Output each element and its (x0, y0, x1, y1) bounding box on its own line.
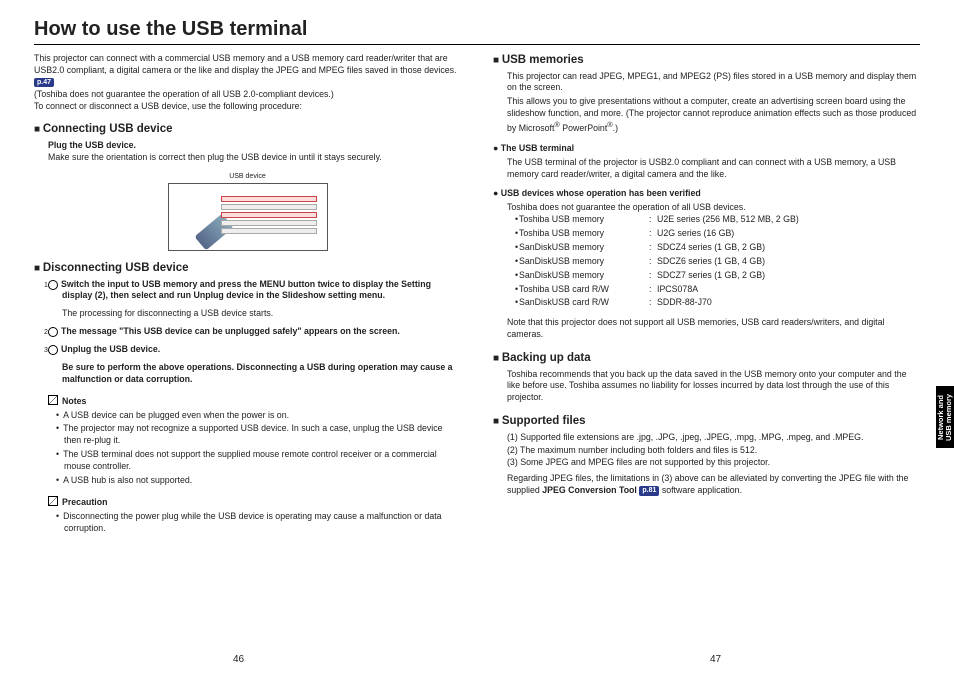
supported-item: (2) The maximum number including both fo… (507, 445, 920, 457)
sub-verified-devices: USB devices whose operation has been ver… (493, 188, 920, 200)
page-ref-81: p.81 (639, 486, 659, 495)
connect-body: Make sure the orientation is correct the… (48, 152, 461, 164)
note-item: The projector may not recognize a suppor… (56, 423, 461, 447)
backup-body: Toshiba recommends that you back up the … (507, 369, 920, 405)
device-row: Toshiba USB memory:U2E series (256 MB, 5… (515, 214, 920, 226)
notes-list: A USB device can be plugged even when th… (56, 410, 461, 487)
device-row: SanDiskUSB card R/W:SDDR-88-J70 (515, 297, 920, 309)
precaution-heading: Precaution (48, 495, 461, 509)
section-disconnecting: Disconnecting USB device (34, 261, 461, 277)
step-3-text: Unplug the USB device. (61, 344, 160, 354)
supported-list: (1) Supported file extensions are .jpg, … (507, 432, 920, 470)
section-backup: Backing up data (493, 351, 920, 367)
page-num-left: 46 (0, 654, 477, 665)
supported-tail: Regarding JPEG files, the limitations in… (507, 473, 920, 497)
note-item: A USB device can be plugged even when th… (56, 410, 461, 422)
note-item: The USB terminal does not support the su… (56, 449, 461, 473)
precaution-item: Disconnecting the power plug while the U… (56, 511, 461, 535)
page-ref-47: p.47 (34, 78, 54, 87)
usb-terminal-body: The USB terminal of the projector is USB… (507, 157, 920, 181)
page-num-right: 47 (477, 654, 954, 665)
verified-lead: Toshiba does not guarantee the operation… (507, 202, 920, 214)
device-row: SanDiskUSB memory:SDCZ6 series (1 GB, 4 … (515, 256, 920, 268)
usbmem-p2: This allows you to give presentations wi… (507, 96, 920, 135)
step-1-text: Switch the input to USB memory and press… (61, 279, 431, 301)
device-row: Toshiba USB memory:U2G series (16 GB) (515, 228, 920, 240)
usbmem-p1: This projector can read JPEG, MPEG1, and… (507, 71, 920, 95)
supported-item: (1) Supported file extensions are .jpg, … (507, 432, 920, 444)
projector-illustration (168, 183, 328, 251)
step-1: 1Switch the input to USB memory and pres… (62, 279, 461, 303)
figure-label: USB device (158, 172, 338, 181)
step-2: 2The message "This USB device can be unp… (62, 326, 461, 338)
sub-usb-terminal: The USB terminal (493, 143, 920, 155)
section-connecting: Connecting USB device (34, 122, 461, 138)
section-supported-files: Supported files (493, 414, 920, 430)
intro-line1: This projector can connect with a commer… (34, 53, 456, 75)
step-3: 3Unplug the USB device. (62, 344, 461, 356)
section-usb-memories: USB memories (493, 53, 920, 69)
device-row: SanDiskUSB memory:SDCZ7 series (1 GB, 2 … (515, 270, 920, 282)
note-item: A USB hub is also not supported. (56, 475, 461, 487)
usb-device-figure: USB device (158, 172, 338, 251)
intro-line2: (Toshiba does not guarantee the operatio… (34, 89, 334, 99)
step-2-text: The message "This USB device can be unpl… (61, 326, 400, 336)
side-tab-network-usb: Network and USB memory (936, 386, 954, 448)
left-column: This projector can connect with a commer… (34, 53, 461, 536)
intro-line3: To connect or disconnect a USB device, u… (34, 101, 302, 111)
step-3-body: Be sure to perform the above operations.… (62, 362, 461, 386)
step-1-body: The processing for disconnecting a USB d… (62, 308, 461, 320)
device-row: SanDiskUSB memory:SDCZ4 series (1 GB, 2 … (515, 242, 920, 254)
right-column: USB memories This projector can read JPE… (493, 53, 920, 536)
supported-item: (3) Some JPEG and MPEG files are not sup… (507, 457, 920, 469)
connect-subhead: Plug the USB device. (48, 140, 461, 152)
notes-heading: Notes (48, 394, 461, 408)
device-row: Toshiba USB card R/W:IPCS078A (515, 284, 920, 296)
precaution-list: Disconnecting the power plug while the U… (56, 511, 461, 535)
intro-block: This projector can connect with a commer… (34, 53, 461, 112)
page-numbers: 46 47 (0, 654, 954, 665)
device-list: Toshiba USB memory:U2E series (256 MB, 5… (515, 214, 920, 309)
page-title: How to use the USB terminal (34, 18, 920, 45)
verified-note: Note that this projector does not suppor… (507, 317, 920, 341)
